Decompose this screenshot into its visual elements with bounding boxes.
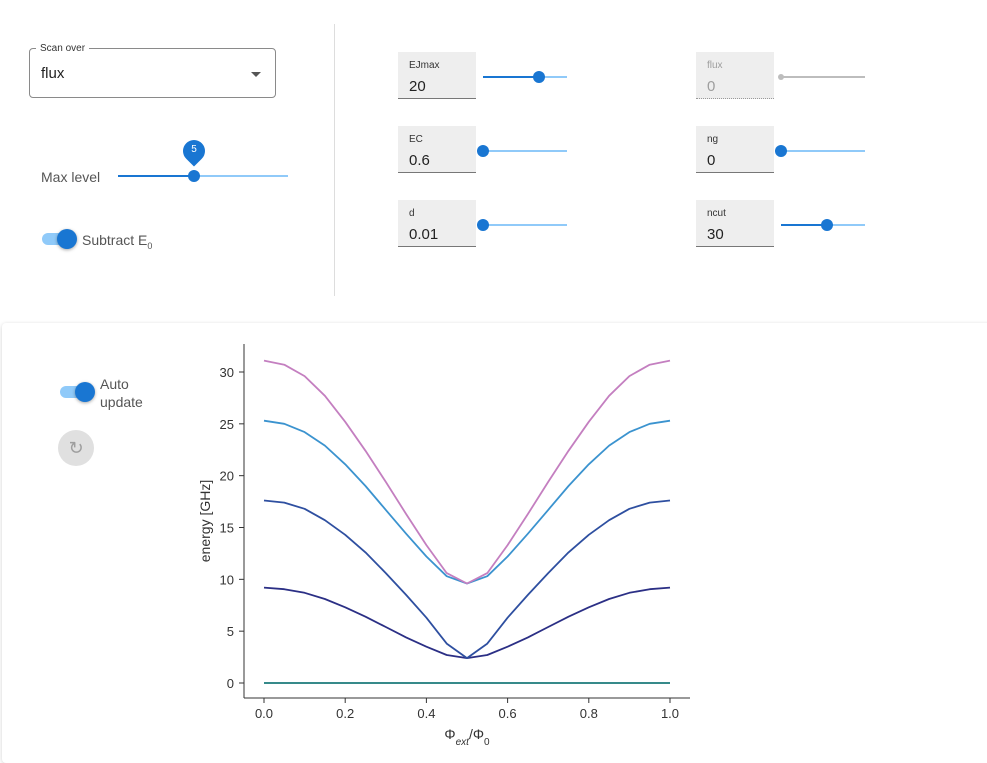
y-tick-label: 25 xyxy=(220,417,234,432)
dropdown-arrow-icon[interactable] xyxy=(251,72,261,77)
scan-over-value: flux xyxy=(41,65,65,82)
param-field-ejmax[interactable]: EJmax 20 xyxy=(398,52,476,99)
x-tick-label: 0.0 xyxy=(255,706,273,721)
param-value: 30 xyxy=(707,226,724,243)
scan-over-label: Scan over xyxy=(36,43,90,54)
subtract-e0-label: Subtract E0 xyxy=(82,232,153,251)
param-slider-d[interactable] xyxy=(483,224,567,226)
param-slider-thumb[interactable] xyxy=(477,219,489,231)
param-value: 0.6 xyxy=(409,152,430,169)
x-tick-label: 1.0 xyxy=(661,706,679,721)
max-level-value: 5 xyxy=(191,144,197,155)
panel-divider xyxy=(334,24,335,296)
param-label: d xyxy=(409,208,415,219)
plot-card xyxy=(2,323,987,763)
param-value: 0 xyxy=(707,78,716,95)
series-line-4 xyxy=(263,359,671,585)
param-slider-fill xyxy=(781,224,828,226)
auto-update-label-line2: update xyxy=(100,394,143,410)
scan-over-select[interactable] xyxy=(29,48,276,98)
max-level-fill xyxy=(118,175,194,177)
param-slider-ng[interactable] xyxy=(781,150,865,152)
param-slider-thumb[interactable] xyxy=(477,145,489,157)
max-level-label: Max level xyxy=(41,169,101,185)
y-tick-label: 20 xyxy=(220,469,234,484)
series-line-2 xyxy=(263,499,671,659)
series-line-3 xyxy=(263,419,671,585)
y-tick-label: 0 xyxy=(227,676,234,691)
y-tick-label: 15 xyxy=(220,521,234,536)
series-line-1 xyxy=(263,586,671,659)
y-tick-label: 5 xyxy=(227,624,234,639)
param-field-ec[interactable]: EC 0.6 xyxy=(398,126,476,173)
refresh-button[interactable] xyxy=(58,430,94,466)
param-value: 20 xyxy=(409,78,426,95)
param-label: ncut xyxy=(707,208,726,219)
x-tick-label: 0.4 xyxy=(417,706,435,721)
param-value: 0 xyxy=(707,152,716,169)
x-axis-label: Φext/Φ0 xyxy=(444,726,490,748)
param-value: 0.01 xyxy=(409,226,439,243)
x-tick-label: 0.2 xyxy=(336,706,354,721)
param-label: EC xyxy=(409,134,423,145)
param-slider-flux xyxy=(781,76,865,78)
y-axis-label: energy [GHz] xyxy=(197,480,213,562)
param-field-ng[interactable]: ng 0 xyxy=(696,126,774,173)
param-slider-thumb xyxy=(778,74,784,80)
x-tick-label: 0.6 xyxy=(499,706,517,721)
auto-update-label-line1: Auto xyxy=(100,376,129,392)
param-slider-thumb[interactable] xyxy=(533,71,546,83)
refresh-icon: ↻ xyxy=(68,438,84,458)
x-tick-label: 0.8 xyxy=(580,706,598,721)
param-slider-ec[interactable] xyxy=(483,150,567,152)
param-slider-fill xyxy=(483,76,540,78)
param-slider-thumb[interactable] xyxy=(775,145,787,157)
subtract-e0-switch-thumb[interactable] xyxy=(57,229,77,249)
max-level-track[interactable] xyxy=(118,175,288,177)
param-field-d[interactable]: d 0.01 xyxy=(398,200,476,247)
param-slider-thumb[interactable] xyxy=(821,219,834,231)
param-label: flux xyxy=(707,60,723,71)
y-tick-label: 10 xyxy=(220,572,234,587)
param-field-flux: flux 0 xyxy=(696,52,774,99)
y-tick-label: 30 xyxy=(220,365,234,380)
max-level-thumb[interactable] xyxy=(188,170,200,182)
param-field-ncut[interactable]: ncut 30 xyxy=(696,200,774,247)
auto-update-switch-thumb[interactable] xyxy=(75,382,95,402)
param-label: ng xyxy=(707,134,719,145)
param-label: EJmax xyxy=(409,60,440,71)
auto-update-label: Auto update xyxy=(100,375,143,411)
